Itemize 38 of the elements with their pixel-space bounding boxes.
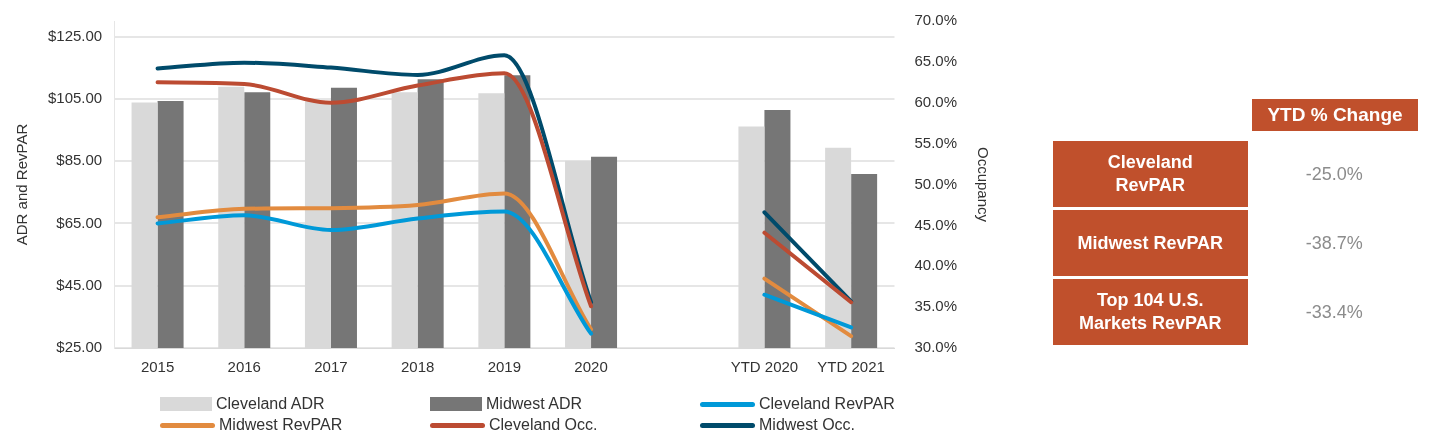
text: Cleveland RevPAR (1053, 141, 1248, 207)
text: -33.4% (1304, 301, 1364, 323)
y2-tick-label: 40.0% (914, 256, 958, 274)
y-tick-label: $85.00 (56, 151, 103, 169)
y2-tick-label: 50.0% (914, 174, 958, 192)
y2-tick-label: 65.0% (914, 52, 958, 70)
text: -38.7% (1304, 232, 1364, 254)
legend-label: Midwest Occ. (759, 416, 856, 434)
x-tick-label: 2019 (487, 358, 522, 376)
legend-label: Cleveland ADR (216, 395, 325, 413)
legend-label: Cleveland RevPAR (759, 395, 895, 413)
y2-axis-title: Occupancy (974, 146, 992, 223)
y-tick-label: $105.00 (47, 89, 103, 106)
x-tick-label: YTD 2020 (730, 358, 799, 376)
y-tick-label: $25.00 (56, 338, 103, 356)
x-tick-label: 2017 (314, 358, 348, 376)
y2-tick-label: 35.0% (914, 297, 958, 315)
x-tick-label: 2018 (400, 358, 435, 376)
text: YTD % Change (1252, 99, 1418, 131)
legend-label: Midwest RevPAR (219, 416, 343, 434)
y-tick-label: $45.00 (56, 275, 103, 293)
text: Midwest RevPAR (1053, 210, 1248, 276)
y2-tick-label: 30.0% (914, 338, 958, 356)
y-tick-label: $125.00 (47, 26, 103, 44)
legend-label: Cleveland Occ. (489, 416, 598, 434)
y2-tick-label: 55.0% (914, 133, 958, 151)
text: Top 104 U.S. Markets RevPAR (1053, 279, 1248, 345)
y-tick-label: $65.00 (56, 213, 103, 231)
x-tick-label: YTD 2021 (817, 358, 885, 376)
text: -25.0% (1304, 163, 1364, 185)
y2-tick-label: 45.0% (914, 215, 958, 233)
x-tick-label: 2020 (574, 358, 608, 376)
y2-tick-label: 70.0% (914, 11, 958, 29)
legend-label: Midwest ADR (486, 395, 583, 413)
x-tick-label: 2015 (140, 358, 175, 376)
y-axis-title: ADR and RevPAR (13, 123, 31, 246)
x-tick-label: 2016 (227, 358, 261, 376)
y2-tick-label: 60.0% (914, 92, 958, 110)
